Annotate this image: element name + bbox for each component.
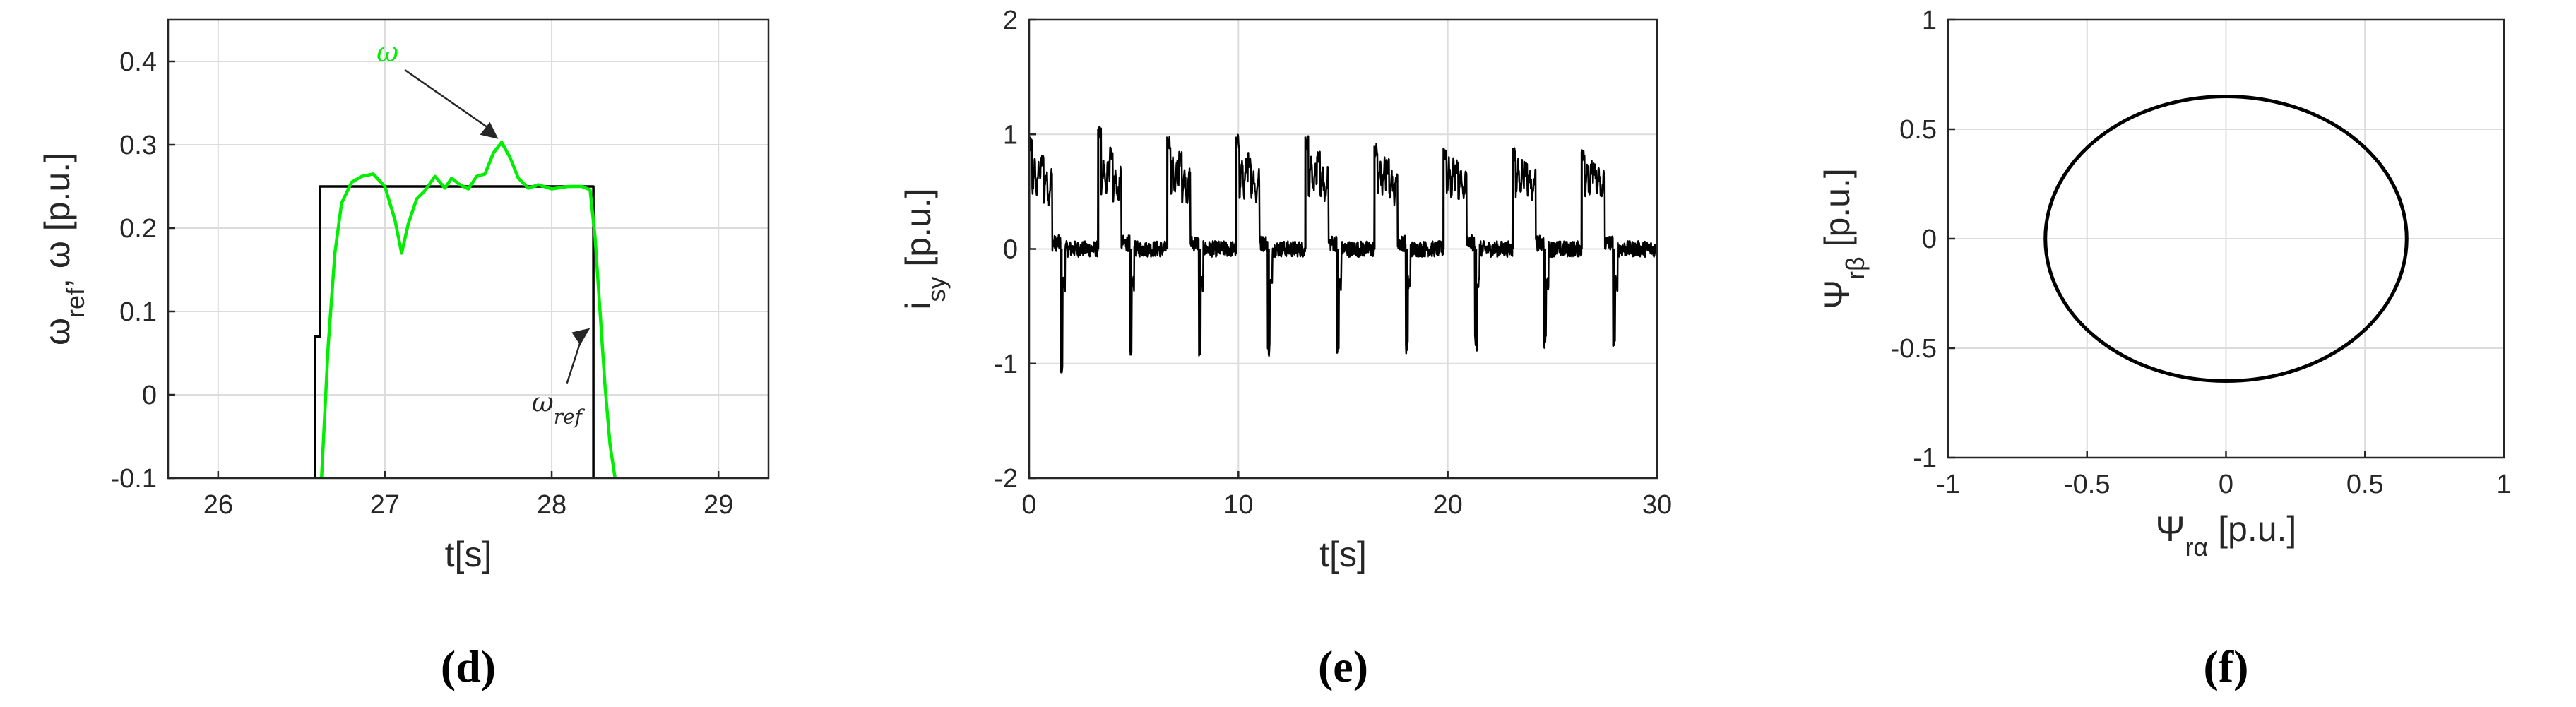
x-axis-label: t[s] <box>1319 535 1367 574</box>
chart-f: -1 -0.5 0 0.5 1 -1 -0.5 0 0.5 1 Ψrα [p.u.] Ψrβ [p.u… <box>1817 6 2512 562</box>
x-tick-label: 28 <box>537 490 566 520</box>
y-axis-label: isy [p.u.] <box>898 188 951 309</box>
y-tick-label: 1 <box>1003 120 1018 150</box>
panel-label-e: (e) <box>1318 641 1368 691</box>
plot-area <box>1029 126 1657 374</box>
y-tick-label: 2 <box>1003 6 1018 35</box>
series-line <box>319 141 617 478</box>
x-tick-label: -1 <box>1936 470 1960 499</box>
annotation-omega: ω <box>376 37 398 68</box>
y-tick-label: 0 <box>142 381 157 410</box>
y-tick-label: 0.5 <box>1899 115 1937 145</box>
flux-locus <box>2043 95 2409 383</box>
axes-frame <box>1947 18 2505 459</box>
x-axis-label: Ψrα [p.u.] <box>2156 509 2297 562</box>
x-tick-label: 30 <box>1642 490 1672 520</box>
y-tick-label: -0.1 <box>111 464 157 494</box>
y-tick-label: 0.3 <box>119 131 157 160</box>
axes-frame <box>167 18 770 480</box>
panel-label-d: (d) <box>441 641 496 691</box>
series-line <box>1029 126 1657 374</box>
y-tick-label: 0 <box>1922 225 1937 254</box>
y-tick-label: 0.1 <box>119 297 157 327</box>
x-tick-label: 26 <box>203 490 233 520</box>
chart-d: 26 27 28 29 -0.1 0 0.1 0.2 0.3 0.4 ω ωref t[s] ωref, … <box>37 18 770 574</box>
x-tick-label: 0 <box>1021 490 1036 520</box>
x-tick-label: 20 <box>1433 490 1463 520</box>
y-axis-label: ωref, ω [p.u.] <box>37 153 90 345</box>
x-axis-label: t[s] <box>445 535 492 574</box>
y-tick-label: 0.2 <box>119 214 157 244</box>
annotation-omega-ref: ωref <box>532 387 586 429</box>
y-tick-label: 0.4 <box>119 47 157 77</box>
y-tick-label: -1 <box>1913 444 1937 473</box>
x-tick-label: 0 <box>2219 470 2233 499</box>
plot-area <box>314 141 617 478</box>
y-axis-label: Ψrβ [p.u.] <box>1817 168 1870 309</box>
y-tick-label: 0 <box>1003 235 1018 265</box>
annotation-arrow <box>404 69 495 133</box>
axes-frame <box>1028 18 1658 480</box>
x-tick-label: -0.5 <box>2064 470 2110 499</box>
y-tick-label: -1 <box>994 350 1018 379</box>
x-tick-label: 27 <box>370 490 400 520</box>
x-tick-label: 1 <box>2496 470 2511 499</box>
plot-area <box>2043 95 2409 383</box>
chart-e: 0 10 20 30 -2 -1 0 1 2 t[s] isy [p.u.] <box>898 6 1672 574</box>
panel-label-f: (f) <box>2204 641 2249 691</box>
y-tick-label: -0.5 <box>1891 334 1937 364</box>
arrow-head <box>480 121 499 139</box>
y-tick-label: -2 <box>994 464 1018 494</box>
x-tick-label: 0.5 <box>2346 470 2384 499</box>
y-tick-label: 1 <box>1922 6 1937 35</box>
x-tick-label: 29 <box>704 490 733 520</box>
arrow-head <box>571 328 590 345</box>
x-tick-label: 10 <box>1223 490 1253 520</box>
